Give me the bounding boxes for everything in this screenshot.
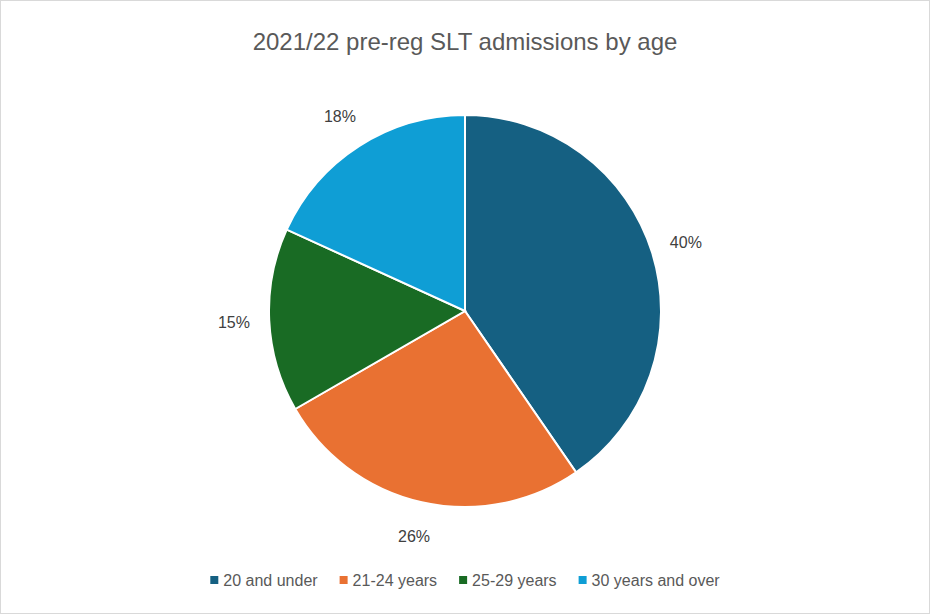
chart: 2021/22 pre-reg SLT admissions by age 40%… (0, 0, 930, 614)
data-label: 26% (398, 528, 430, 545)
legend-item: 21-24 years (340, 572, 438, 589)
legend-swatch (459, 576, 467, 584)
legend-swatch (579, 576, 587, 584)
data-label: 18% (324, 108, 356, 125)
chart-frame (1, 1, 930, 614)
data-label: 15% (218, 314, 250, 331)
legend-label: 30 years and over (592, 572, 721, 589)
legend-label: 21-24 years (353, 572, 438, 589)
legend-swatch (210, 576, 218, 584)
legend-swatch (340, 576, 348, 584)
data-labels: 40% 26% 15% 18% (218, 108, 702, 545)
legend-item: 20 and under (210, 572, 318, 589)
legend-label: 25-29 years (472, 572, 557, 589)
chart-title: 2021/22 pre-reg SLT admissions by age (253, 28, 678, 55)
pie (269, 115, 661, 507)
legend-label: 20 and under (223, 572, 318, 589)
pie-slice (287, 115, 465, 311)
legend-item: 30 years and over (579, 572, 721, 589)
legend: 20 and under 21-24 years 25-29 years 30 yea… (210, 572, 720, 589)
legend-item: 25-29 years (459, 572, 557, 589)
data-label: 40% (670, 234, 702, 251)
